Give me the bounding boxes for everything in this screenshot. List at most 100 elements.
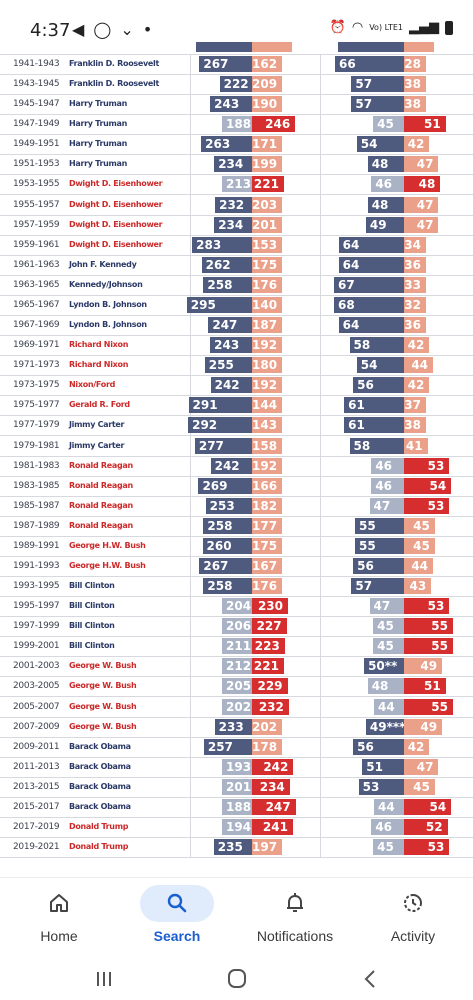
column-divider — [190, 134, 191, 155]
president-name: Harry Truman — [69, 139, 128, 149]
table-row[interactable]: 1945-1947 Harry Truman 243 190 57 38 — [0, 94, 473, 116]
table-row[interactable]: 1981-1983 Ronald Reagan 242 192 46 53 — [0, 455, 473, 477]
table-row[interactable]: 2005-2007 George W. Bush 202 232 44 55 — [0, 696, 473, 718]
term-years: 1995-1997 — [13, 601, 60, 612]
column-divider — [320, 576, 321, 597]
senate-dem-bar: 55 — [354, 517, 404, 534]
senate-rep-bar: 54 — [404, 798, 452, 815]
column-divider — [190, 375, 191, 396]
table-row[interactable]: 1967-1969 Lyndon B. Johnson 247 187 64 36 — [0, 315, 473, 337]
table-row[interactable]: 1943-1945 Franklin D. Roosevelt 222 209 57 38 — [0, 74, 473, 96]
nav-search[interactable]: Search — [118, 878, 236, 958]
table-row[interactable]: 1987-1989 Ronald Reagan 258 177 55 45 — [0, 515, 473, 537]
table-row[interactable]: 1963-1965 Kennedy/Johnson 258 176 67 33 — [0, 274, 473, 296]
table-row[interactable]: 1959-1961 Dwight D. Eisenhower 283 153 64 34 — [0, 234, 473, 256]
house-dem-bar: 255 — [204, 357, 252, 374]
house-dem-bar — [196, 42, 252, 52]
table-row[interactable]: 1989-1991 George H.W. Bush 260 175 55 45 — [0, 535, 473, 557]
table-row[interactable]: 1949-1951 Harry Truman 263 171 54 42 — [0, 134, 473, 156]
house-rep-bar: 230 — [252, 598, 288, 615]
column-divider — [320, 355, 321, 376]
senate-dem-bar: 57 — [351, 96, 404, 113]
home-circle-icon[interactable] — [217, 965, 257, 993]
column-divider — [320, 174, 321, 195]
senate-dem-bar: 58 — [349, 437, 404, 454]
table-row[interactable]: 1983-1985 Ronald Reagan 269 166 46 54 — [0, 475, 473, 497]
table-row[interactable]: 1995-1997 Bill Clinton 204 230 47 53 — [0, 596, 473, 618]
table-row[interactable]: 1975-1977 Gerald R. Ford 291 144 61 37 — [0, 395, 473, 417]
table-row[interactable]: 1971-1973 Richard Nixon 255 180 54 44 — [0, 355, 473, 377]
back-chevron-icon[interactable] — [350, 965, 390, 993]
table-row[interactable]: 2011-2013 Barack Obama 193 242 51 47 — [0, 756, 473, 778]
senate-rep-bar: 53 — [404, 839, 450, 856]
column-divider — [320, 716, 321, 737]
table-row[interactable]: 1947-1949 Harry Truman 188 246 45 51 — [0, 114, 473, 136]
senate-dem-bar: 44 — [374, 698, 404, 715]
table-row[interactable]: 1953-1955 Dwight D. Eisenhower 213 221 46 48 — [0, 174, 473, 196]
term-years: 2013-2015 — [13, 781, 60, 792]
senate-dem-bar: 48 — [367, 156, 404, 173]
house-rep-bar: 234 — [252, 778, 290, 795]
column-divider — [190, 515, 191, 536]
table-row[interactable]: 2017-2019 Donald Trump 194 241 46 52 — [0, 817, 473, 839]
column-divider — [320, 74, 321, 95]
table-row[interactable]: 1973-1975 Nixon/Ford 242 192 56 42 — [0, 375, 473, 397]
table-row[interactable]: 2001-2003 George W. Bush 212 221 50** 49 — [0, 656, 473, 678]
president-name: George H.W. Bush — [69, 540, 146, 550]
term-years: 2007-2009 — [13, 721, 60, 732]
senate-dem-bar: 57 — [351, 76, 404, 93]
table-row[interactable]: 2003-2005 George W. Bush 205 229 48 51 — [0, 676, 473, 698]
table-row[interactable]: 1985-1987 Ronald Reagan 253 182 47 53 — [0, 495, 473, 517]
column-divider — [320, 254, 321, 275]
column-divider — [320, 696, 321, 717]
senate-dem-bar: 64 — [338, 256, 404, 273]
senate-rep-bar: 52 — [404, 819, 448, 836]
table-row[interactable]: 2015-2017 Barack Obama 188 247 44 54 — [0, 796, 473, 818]
column-divider — [190, 576, 191, 597]
nav-label: Notifications — [256, 928, 334, 944]
nav-activity[interactable]: Activity — [354, 878, 472, 958]
table-row[interactable]: 1965-1967 Lyndon B. Johnson 295 140 68 32 — [0, 294, 473, 316]
search-icon — [165, 891, 189, 915]
table-row[interactable]: 1977-1979 Jimmy Carter 292 143 61 38 — [0, 415, 473, 437]
table-row[interactable]: 2019-2021 Donald Trump 235 197 45 53 — [0, 837, 473, 859]
recent-apps-icon[interactable] — [84, 965, 124, 993]
senate-rep-bar: 48 — [404, 176, 441, 193]
nav-home[interactable]: Home — [0, 878, 118, 958]
table-row[interactable]: 1997-1999 Bill Clinton 206 227 45 55 — [0, 616, 473, 638]
president-name: Lyndon B. Johnson — [69, 320, 147, 330]
senate-rep-bar: 43 — [404, 578, 432, 595]
house-dem-bar: 212 — [222, 658, 252, 675]
column-divider — [320, 435, 321, 456]
senate-rep-bar: 55 — [404, 638, 453, 655]
house-rep-bar: 229 — [252, 678, 288, 695]
column-divider — [320, 756, 321, 777]
table-row[interactable]: 2007-2009 George W. Bush 233 202 49*** 49 — [0, 716, 473, 738]
column-divider — [320, 636, 321, 657]
table-row[interactable]: 1969-1971 Richard Nixon 243 192 58 42 — [0, 335, 473, 357]
president-name: John F. Kennedy — [69, 259, 137, 269]
congress-table[interactable]: 1941-1943 Franklin D. Roosevelt 267 162 66 28… — [0, 42, 473, 877]
column-divider — [320, 837, 321, 858]
table-row[interactable]: 1991-1993 George H.W. Bush 267 167 56 44 — [0, 556, 473, 577]
house-dem-bar: 243 — [210, 96, 252, 113]
table-row[interactable]: 1999-2001 Bill Clinton 211 223 45 55 — [0, 636, 473, 658]
house-rep-bar: 143 — [252, 417, 282, 434]
nav-notifications[interactable]: Notifications — [236, 878, 354, 958]
table-row[interactable]: 1957-1959 Dwight D. Eisenhower 234 201 49 47 — [0, 214, 473, 236]
term-years: 2011-2013 — [13, 761, 60, 772]
senate-dem-bar: 45 — [373, 638, 404, 655]
house-rep-bar: 197 — [252, 839, 282, 856]
senate-rep-bar: 55 — [404, 698, 453, 715]
table-row[interactable]: 1993-1995 Bill Clinton 258 176 57 43 — [0, 576, 473, 598]
table-row[interactable]: 1951-1953 Harry Truman 234 199 48 47 — [0, 154, 473, 176]
senate-rep-bar — [404, 42, 434, 52]
table-row[interactable]: 1955-1957 Dwight D. Eisenhower 232 203 48 47 — [0, 194, 473, 216]
senate-dem-bar: 56 — [353, 558, 404, 574]
table-row[interactable]: 2009-2011 Barack Obama 257 178 56 42 — [0, 736, 473, 758]
table-row[interactable]: 2013-2015 Barack Obama 201 234 53 45 — [0, 776, 473, 798]
table-row[interactable]: 1941-1943 Franklin D. Roosevelt 267 162 66 28 — [0, 54, 473, 75]
senate-dem-bar: 55 — [354, 537, 404, 554]
table-row[interactable]: 1979-1981 Jimmy Carter 277 158 58 41 — [0, 435, 473, 457]
table-row[interactable]: 1961-1963 John F. Kennedy 262 175 64 36 — [0, 254, 473, 276]
